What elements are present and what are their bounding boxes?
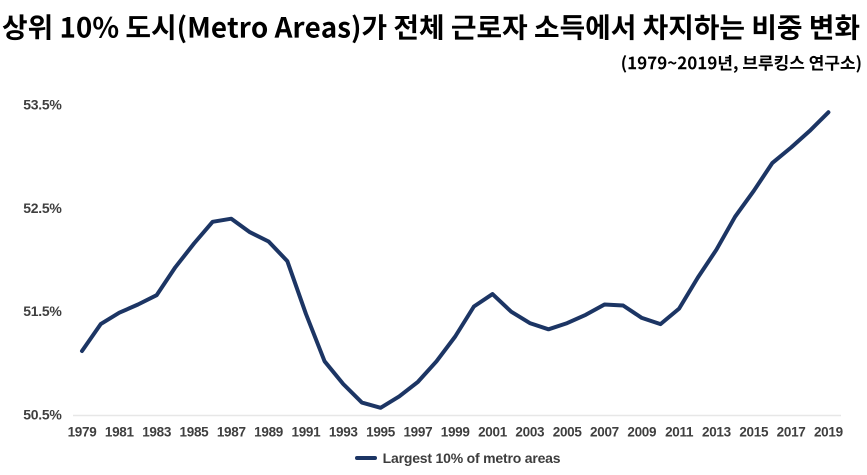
- x-tick-label: 1993: [329, 425, 359, 440]
- x-tick-label: 2003: [515, 425, 545, 440]
- x-tick-label: 2011: [665, 425, 694, 440]
- legend-label: Largest 10% of metro areas: [382, 449, 561, 466]
- x-tick-label: 2015: [739, 425, 769, 440]
- data-line-largest-10pct: [80, 110, 831, 410]
- legend: Largest 10% of metro areas: [24, 450, 867, 466]
- y-tick-label: 53.5%: [23, 97, 62, 113]
- x-tick-label: 2019: [814, 425, 843, 440]
- chart-title-glyphs: [2, 14, 860, 44]
- x-tick-label: 1999: [441, 425, 470, 440]
- y-tick-label: 51.5%: [23, 303, 62, 319]
- x-tick-label: 2009: [627, 425, 656, 440]
- x-tick-label: 1991: [291, 425, 321, 440]
- y-tick-label: 50.5%: [23, 407, 62, 423]
- x-tick-label: 1989: [254, 425, 283, 440]
- chart-subtitle-glyphs: [622, 54, 861, 73]
- x-tick-label: 1983: [142, 425, 172, 440]
- x-tick-label: 1981: [105, 425, 135, 440]
- x-tick-label: 2017: [777, 425, 806, 440]
- x-tick-label: 2007: [590, 425, 619, 440]
- x-tick-label: 1995: [366, 425, 396, 440]
- x-tick-label: 1979: [68, 425, 97, 440]
- legend-line-swatch: [354, 455, 377, 460]
- x-tick-label: 1987: [217, 425, 246, 440]
- x-tick-label: 1997: [403, 425, 432, 440]
- x-tick-label: 2013: [702, 425, 732, 440]
- x-tick-label: 1985: [180, 425, 210, 440]
- title-glyphs-layer: [2, 14, 861, 73]
- y-tick-label: 52.5%: [23, 200, 62, 216]
- x-tick-label: 2001: [478, 425, 508, 440]
- x-tick-label: 2005: [553, 425, 583, 440]
